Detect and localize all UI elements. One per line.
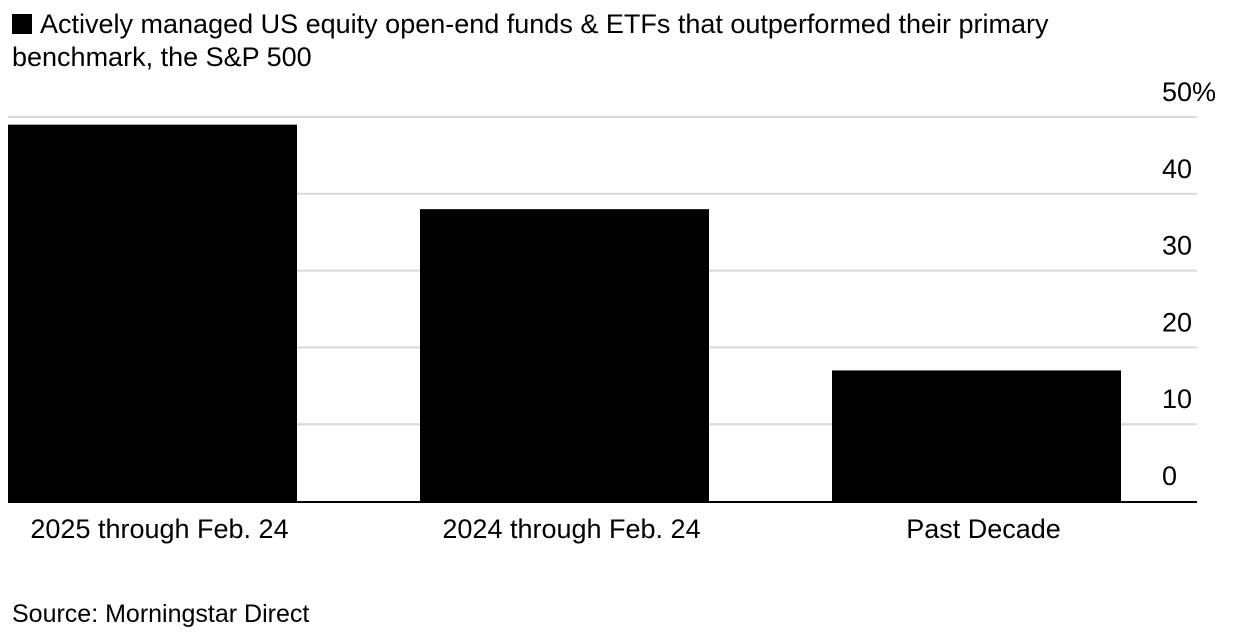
x-tick-label: Past Decade [906,514,1061,544]
y-axis-tick-labels: 0 10 20 30 40 50% [1162,77,1216,491]
legend-swatch [12,14,32,34]
legend-label: Actively managed US equity open-end fund… [12,9,1049,72]
bar [832,370,1121,501]
bar [8,124,297,502]
y-tick-label: 30 [1162,231,1192,261]
chart-legend: Actively managed US equity open-end fund… [12,8,1172,74]
bars [8,124,1121,502]
x-axis-tick-labels: 2025 through Feb. 24 2024 through Feb. 24… [30,514,1060,544]
y-tick-label: 40 [1162,154,1192,184]
x-tick-label: 2025 through Feb. 24 [30,514,288,544]
y-tick-label: 20 [1162,307,1192,337]
x-tick-label: 2024 through Feb. 24 [442,514,700,544]
source-note: Source: Morningstar Direct [12,600,310,628]
y-tick-label: 10 [1162,384,1192,414]
y-tick-label: 50% [1162,77,1216,107]
y-tick-label: 0 [1162,461,1177,491]
bar [420,209,709,501]
